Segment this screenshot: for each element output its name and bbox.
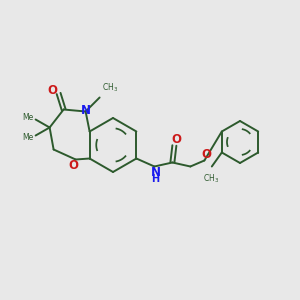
Text: CH$_3$: CH$_3$: [102, 82, 118, 94]
Text: N: N: [81, 104, 91, 117]
Text: Me: Me: [22, 113, 34, 122]
Text: CH$_3$: CH$_3$: [203, 172, 219, 185]
Text: O: O: [171, 133, 182, 146]
Text: O: O: [48, 84, 58, 97]
Text: O: O: [201, 148, 212, 161]
Text: O: O: [69, 159, 79, 172]
Text: N: N: [150, 166, 161, 179]
Text: Me: Me: [22, 133, 34, 142]
Text: H: H: [151, 175, 159, 184]
